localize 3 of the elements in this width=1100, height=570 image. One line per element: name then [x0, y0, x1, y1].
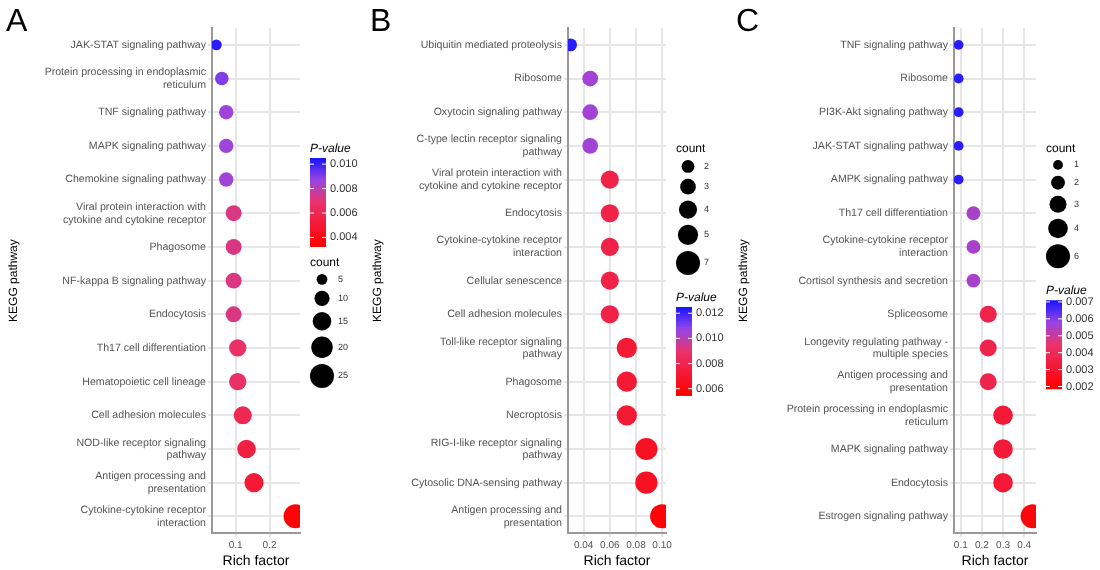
chart-title: B	[370, 4, 392, 39]
chart-title: C	[736, 4, 760, 39]
chart-title: A	[6, 4, 28, 39]
